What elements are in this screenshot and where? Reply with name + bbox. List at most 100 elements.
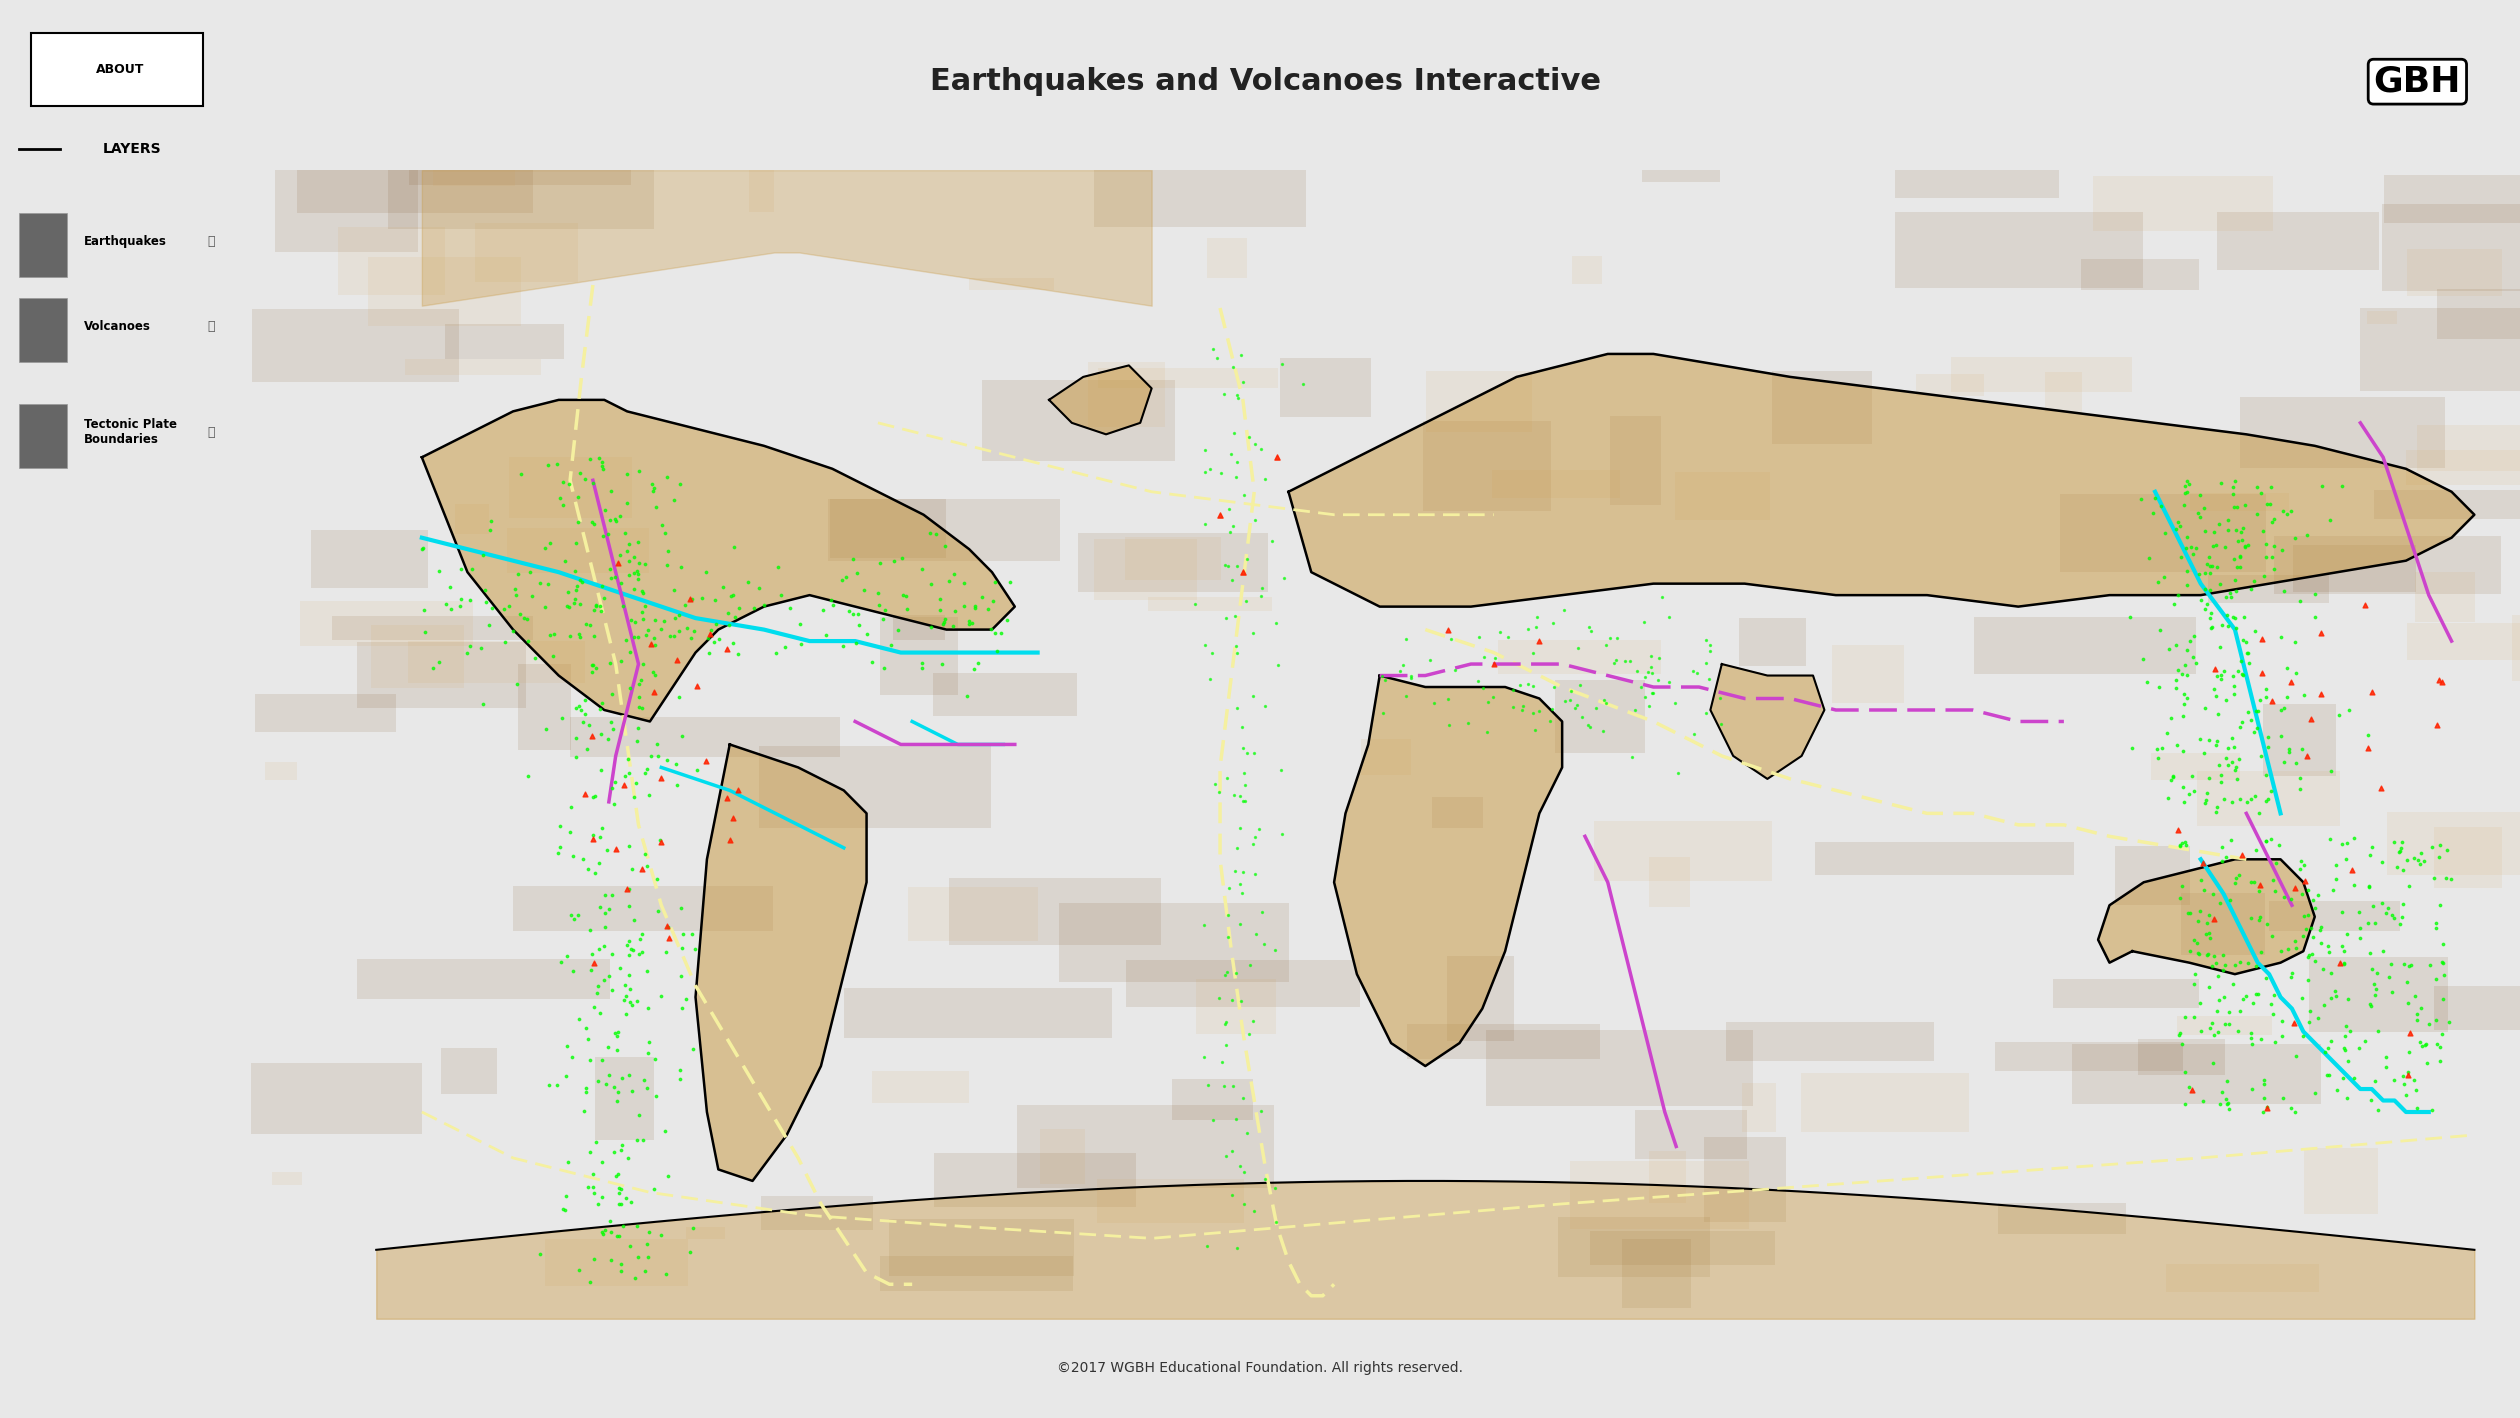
Point — [617, 1215, 658, 1238]
Point — [2321, 951, 2361, 974]
Point — [1215, 784, 1255, 807]
Point — [592, 943, 633, 966]
Point — [2205, 1012, 2245, 1035]
Point — [471, 509, 512, 532]
Bar — [265, 761, 297, 780]
Point — [557, 698, 597, 720]
Point — [451, 559, 491, 581]
Point — [534, 623, 575, 645]
Point — [2253, 510, 2293, 533]
Point — [658, 685, 698, 708]
Point — [2165, 791, 2205, 814]
Point — [970, 618, 1011, 641]
Point — [847, 623, 887, 645]
Point — [1225, 1161, 1265, 1184]
Point — [640, 830, 680, 852]
Point — [834, 547, 874, 570]
Point — [612, 1081, 653, 1103]
Point — [2422, 671, 2462, 693]
Point — [570, 448, 610, 471]
Point — [1220, 784, 1260, 807]
Point — [570, 1271, 610, 1293]
Point — [968, 597, 1008, 620]
Point — [761, 584, 801, 607]
Point — [1217, 641, 1257, 664]
Point — [610, 895, 650, 917]
Bar — [433, 153, 517, 186]
Point — [544, 1200, 585, 1222]
Point — [2192, 615, 2233, 638]
Point — [910, 573, 950, 596]
Point — [1499, 674, 1540, 696]
Point — [2334, 1066, 2374, 1089]
Point — [1174, 593, 1215, 615]
Point — [519, 1244, 559, 1266]
Point — [2316, 980, 2356, 1003]
Text: Volcanoes: Volcanoes — [83, 319, 151, 333]
Point — [537, 1073, 577, 1096]
Point — [2265, 657, 2306, 679]
Point — [597, 1021, 638, 1044]
Polygon shape — [1333, 675, 1562, 1066]
Point — [2170, 630, 2210, 652]
Point — [552, 903, 592, 926]
Point — [2248, 788, 2288, 811]
Point — [2172, 1079, 2213, 1102]
Point — [1215, 859, 1255, 882]
Point — [2213, 496, 2253, 519]
Point — [1479, 621, 1520, 644]
Point — [1225, 1193, 1265, 1215]
Point — [2283, 683, 2323, 706]
Bar — [338, 227, 446, 295]
Point — [887, 597, 927, 620]
Point — [2394, 1069, 2434, 1092]
Point — [660, 472, 701, 495]
Point — [577, 974, 617, 997]
Point — [1207, 554, 1247, 577]
Point — [1545, 598, 1585, 621]
Point — [622, 580, 663, 603]
Point — [620, 685, 660, 708]
Point — [557, 905, 597, 927]
Point — [1691, 640, 1731, 662]
Point — [2220, 546, 2260, 569]
Bar — [2434, 827, 2502, 888]
Point — [2318, 703, 2359, 726]
Point — [585, 968, 625, 991]
Point — [633, 481, 673, 503]
Bar — [1126, 960, 1361, 1007]
Point — [2192, 908, 2233, 930]
Bar — [2177, 1015, 2273, 1035]
Point — [920, 587, 960, 610]
Point — [2276, 876, 2316, 899]
Point — [1207, 903, 1247, 926]
Point — [2245, 967, 2286, 990]
Point — [1464, 647, 1504, 669]
Point — [2389, 1041, 2429, 1064]
Point — [2220, 649, 2260, 672]
Point — [2137, 746, 2177, 769]
Point — [1207, 1034, 1247, 1056]
Point — [2197, 1021, 2238, 1044]
Point — [2215, 756, 2255, 778]
Point — [2170, 1076, 2210, 1099]
Point — [600, 1183, 640, 1205]
Bar — [1207, 238, 1247, 278]
Point — [1474, 652, 1515, 675]
Point — [577, 594, 617, 617]
Point — [2417, 968, 2457, 991]
Point — [612, 939, 653, 961]
Bar — [1079, 533, 1268, 593]
Point — [2238, 983, 2278, 1005]
Point — [920, 600, 960, 623]
Point — [2220, 950, 2260, 973]
Point — [733, 597, 774, 620]
Point — [590, 1210, 630, 1232]
Point — [2185, 788, 2225, 811]
Point — [2361, 892, 2402, 915]
Point — [2192, 882, 2233, 905]
Point — [1192, 1109, 1232, 1132]
Point — [1217, 451, 1257, 474]
Point — [673, 1038, 713, 1061]
Point — [572, 510, 612, 533]
